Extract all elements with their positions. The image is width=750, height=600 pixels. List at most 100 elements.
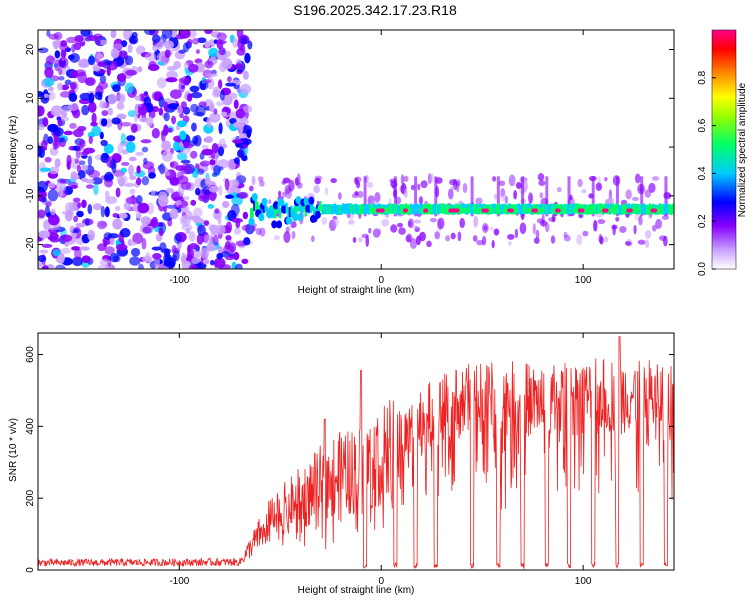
spectrogram-cell [116,113,127,120]
spectrogram-cell [87,55,96,66]
spectrogram-cell [126,196,138,205]
spectrogram-cell [297,213,304,222]
spectrogram-cell [498,204,501,215]
spectrogram-cell [151,127,160,139]
spectrogram-cell [72,108,81,119]
spectrogram-cell [124,82,135,94]
spectrogram-streak [615,176,619,217]
spectrogram-cell [232,139,244,144]
spectrogram-cell [39,249,49,254]
spectrogram-cell [563,203,566,214]
spectrogram-cell [103,174,109,182]
spectrogram-cell [296,173,301,186]
spectrogram-cell [287,207,290,218]
snr-series [38,336,674,570]
spectrogram-cell [563,234,571,242]
spectrogram-cell [222,200,230,209]
spectrogram-cell [209,259,215,266]
spectrogram-cell [148,172,156,179]
spectrogram-cell [221,58,233,70]
spectrogram-cell [398,227,406,235]
spectrogram-cell [100,205,106,218]
spectrogram-cell [288,207,291,218]
spectrogram-cell [255,227,262,236]
spectrogram-cell [81,150,89,156]
spectrogram-cell [241,224,250,232]
spectrogram-cell [72,256,83,267]
spectrogram-cell [128,35,139,45]
spectrogram-cell [325,204,329,215]
spectrogram-y-tick-label: 0 [25,144,36,150]
spectrogram-cell [576,234,583,246]
spectrogram-cell [313,185,320,194]
spectrogram-cell [417,183,421,191]
spectrogram-cell [611,203,615,214]
spectrogram-cell [475,197,483,205]
spectrogram-cell [197,37,207,44]
spectrogram-cell [180,159,191,164]
spectrogram-cell [193,111,205,117]
spectrogram-cell [253,200,256,211]
spectrogram-cell [59,43,69,52]
spectrogram-cell [47,182,56,189]
spectrogram-cell [648,182,656,193]
spectrogram-cell [571,204,574,215]
spectrogram-cell [327,204,330,215]
spectrogram-cell [303,197,310,206]
spectrogram-cell [644,239,650,249]
spectrogram-cell [429,217,437,223]
spectrogram-cell [66,154,72,166]
spectrogram-cell [101,118,108,127]
spectrogram-cell [197,224,206,236]
spectrogram-cell [593,219,598,232]
spectrogram-cell [56,116,61,121]
spectrogram-cell [58,56,69,69]
spectrogram-cell [524,203,527,214]
spectrogram-cell [481,208,489,213]
spectrogram-cell [217,79,223,90]
spectrogram-cell [47,86,54,92]
spectrogram-cell [522,203,526,214]
spectrogram-cell [612,224,616,236]
spectrogram-cell [669,205,673,216]
snr-line [38,336,674,570]
spectrogram-cell [569,204,573,215]
spectrogram-cell [141,176,150,186]
spectrogram-cell [295,196,302,205]
spectrogram-cell [81,164,89,171]
spectrogram-cell [110,48,120,59]
spectrogram-cell [183,195,190,201]
spectrogram-cell [615,216,620,222]
spectrogram-cell [112,218,123,230]
spectrogram-cell [346,204,350,215]
spectrogram-cell [270,205,274,216]
spectrogram-cell [219,89,225,101]
snr-y-tick-label: 0 [25,567,36,573]
spectrogram-cell [137,66,143,73]
spectrogram-cell [169,89,182,100]
spectrogram-cell [94,91,103,100]
spectrogram-cell [469,203,472,214]
spectrogram-cell [192,207,203,218]
spectrogram-cell [167,102,180,110]
spectrogram-cell [39,167,52,172]
spectrogram-cell [403,175,409,182]
spectrogram-cell [233,157,240,165]
spectrogram-cell [232,179,240,189]
spectrogram-cell [161,140,172,151]
spectrogram-cell [462,183,468,194]
spectrogram-cell [291,230,296,240]
spectrogram-cell [61,110,68,119]
spectrogram-cell [285,216,292,225]
spectrogram-cell [48,91,56,101]
spectrogram-cell [45,55,56,66]
spectrogram-cell [135,195,143,205]
spectrogram-cell [278,190,282,198]
spectrogram-cell [119,228,131,238]
spectrogram-cell [189,85,200,93]
spectrogram-cell [58,76,65,81]
spectrogram-cell [106,173,114,181]
spectrogram-cell [497,203,500,214]
spectrogram-cell [358,237,363,243]
